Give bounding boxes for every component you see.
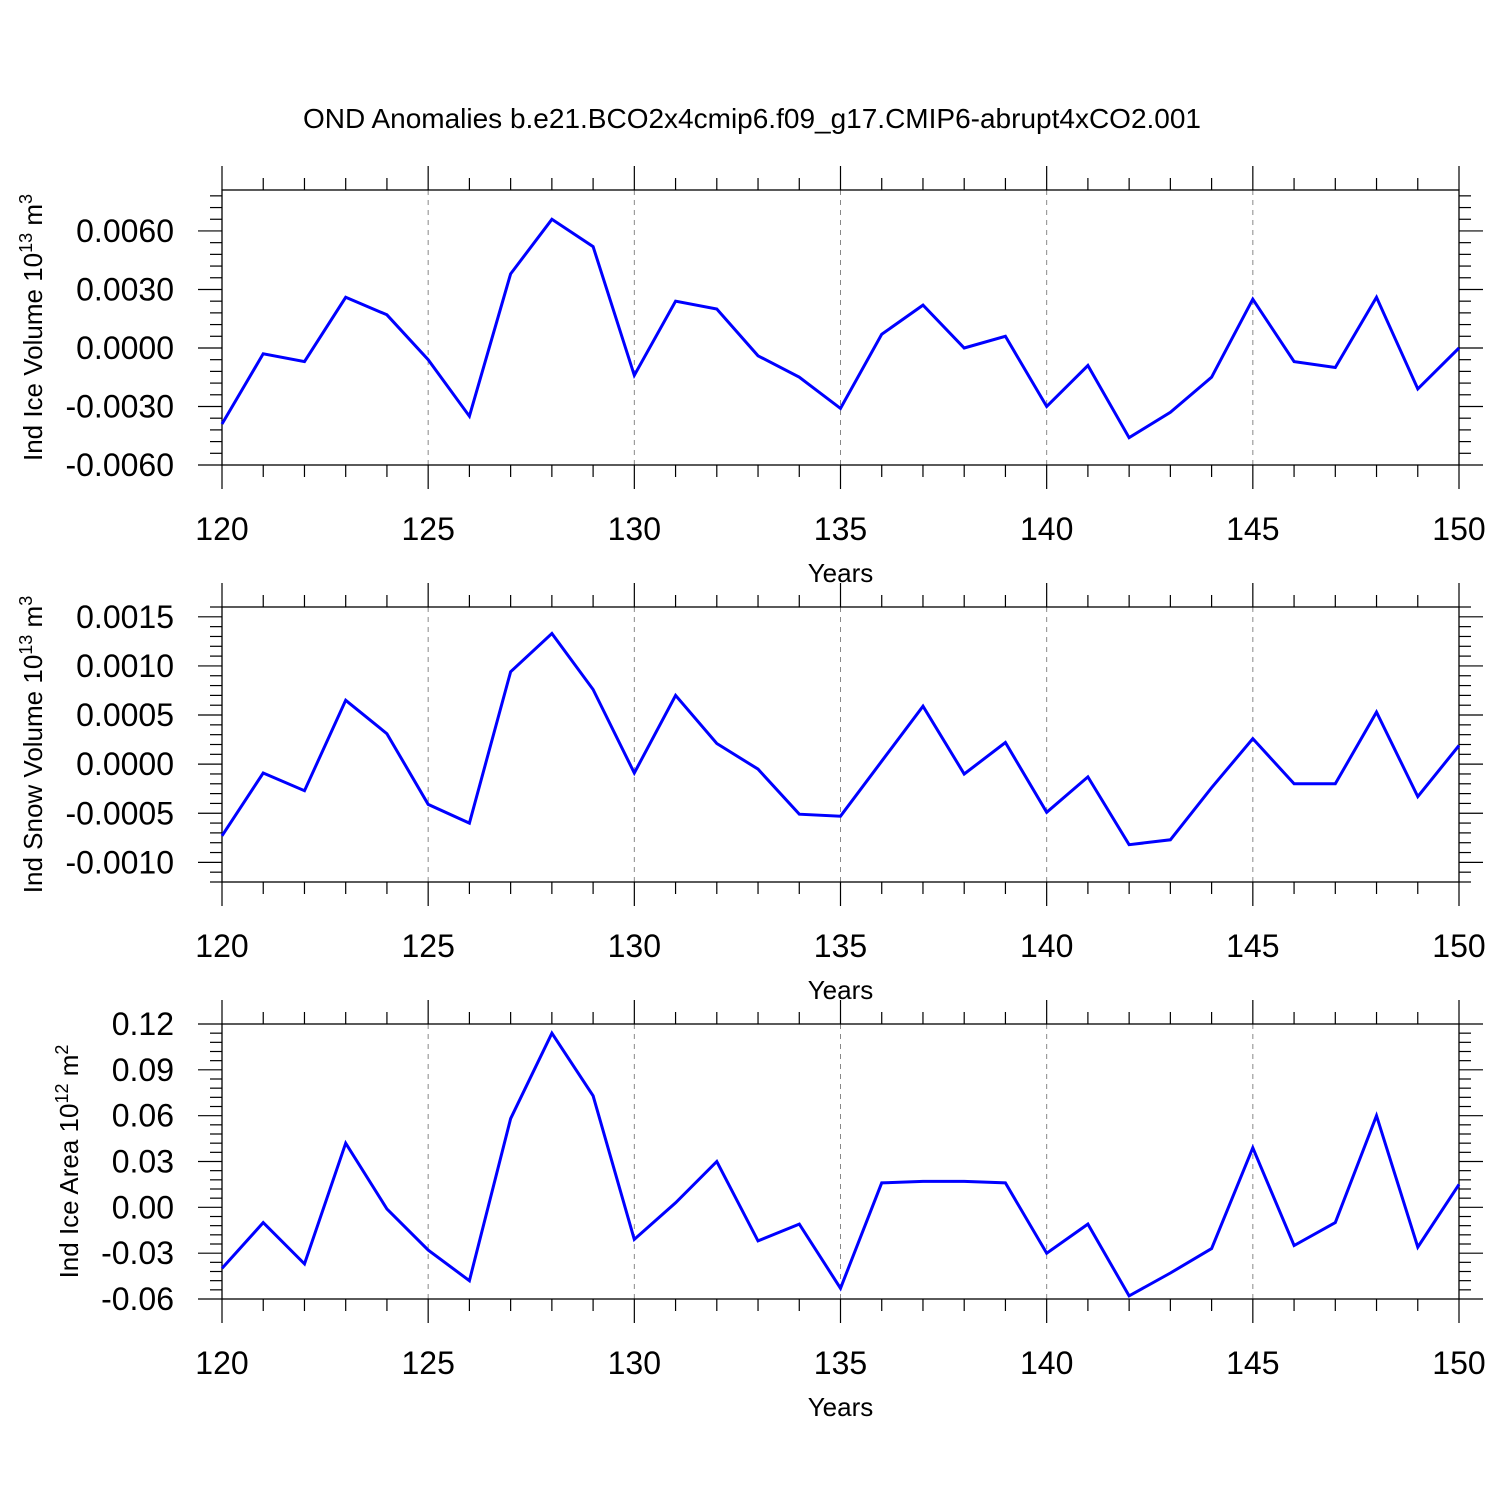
x-tick-label: 125: [401, 1345, 454, 1381]
x-tick-label: 150: [1432, 928, 1485, 964]
x-tick-label: 135: [814, 1345, 867, 1381]
x-tick-label: 125: [401, 928, 454, 964]
chart-panel-3: 120 125 130 135 140 145 150 0.12 0.09 0.06 0.03 0.0…: [52, 1000, 1486, 1422]
y-axis-label-unit-exp: 3: [16, 596, 36, 606]
y-axis-label: Ind Ice Area 1012 m2: [52, 1045, 84, 1279]
y-axis-label-unit: m: [18, 606, 48, 635]
x-tick-label: 140: [1020, 1345, 1073, 1381]
y-tick-label: -0.0005: [65, 795, 174, 831]
y-tick-label: 0.0005: [76, 697, 174, 733]
series-line: [220, 217, 1461, 440]
y-tick-label: 0.0015: [76, 599, 174, 635]
series-line: [220, 1030, 1461, 1298]
x-tick-label: 130: [608, 511, 661, 547]
x-tick-label: 125: [401, 511, 454, 547]
y-tick-label: 0.0030: [76, 271, 174, 307]
series-line: [220, 631, 1461, 847]
x-tick-label: 140: [1020, 511, 1073, 547]
y-tick-label: 0.12: [112, 1006, 174, 1042]
y-tick-label: 0.0000: [76, 330, 174, 366]
chart-panels: 120 125 130 135 140 145 150 0.0060 0.0030 0.0000 -…: [16, 166, 1486, 1422]
y-tick-label: 0.09: [112, 1052, 174, 1088]
y-axis-label-base: Ind Snow Volume 10: [18, 655, 48, 894]
y-tick-label: 0.0010: [76, 648, 174, 684]
y-axis-label-base: Ind Ice Area 10: [54, 1104, 84, 1279]
y-tick-label: 0.0000: [76, 746, 174, 782]
x-tick-label: 120: [195, 511, 248, 547]
y-tick-label: -0.06: [101, 1281, 174, 1317]
chart-panel-2: 120 125 130 135 140 145 150 0.0015 0.0010 0.0005 0…: [16, 583, 1486, 1005]
y-tick-label: -0.0010: [65, 844, 174, 880]
y-axis-label-unit-exp: 3: [16, 194, 36, 204]
x-tick-label: 145: [1226, 1345, 1279, 1381]
y-axis-label-exp: 13: [16, 635, 36, 655]
x-tick-label: 150: [1432, 511, 1485, 547]
x-tick-label: 145: [1226, 511, 1279, 547]
y-axis-label-unit: m: [18, 204, 48, 233]
y-tick-label: 0.0060: [76, 213, 174, 249]
y-axis-label-exp: 12: [52, 1083, 72, 1103]
y-tick-label: -0.03: [101, 1235, 174, 1271]
x-tick-label: 130: [608, 1345, 661, 1381]
y-tick-label: 0.03: [112, 1144, 174, 1180]
y-axis-label-unit: m: [54, 1055, 84, 1084]
x-tick-label: 120: [195, 928, 248, 964]
x-tick-label: 145: [1226, 928, 1279, 964]
y-axis-label-exp: 13: [16, 233, 36, 253]
y-tick-label: -0.0030: [65, 388, 174, 424]
y-tick-label: -0.0060: [65, 447, 174, 483]
x-tick-label: 130: [608, 928, 661, 964]
x-tick-label: 150: [1432, 1345, 1485, 1381]
x-tick-label: 135: [814, 928, 867, 964]
y-axis-label: Ind Ice Volume 1013 m3: [16, 194, 48, 461]
y-axis-label: Ind Snow Volume 1013 m3: [16, 596, 48, 893]
y-tick-label: 0.00: [112, 1189, 174, 1225]
y-axis-label-base: Ind Ice Volume 10: [18, 253, 48, 461]
x-tick-label: 120: [195, 1345, 248, 1381]
x-tick-label: 140: [1020, 928, 1073, 964]
chart-panel-1: 120 125 130 135 140 145 150 0.0060 0.0030 0.0000 -…: [16, 166, 1486, 588]
y-tick-label: 0.06: [112, 1098, 174, 1134]
x-tick-label: 135: [814, 511, 867, 547]
x-axis-label: Years: [808, 1392, 874, 1422]
y-axis-label-unit-exp: 2: [52, 1045, 72, 1055]
chart-title: OND Anomalies b.e21.BCO2x4cmip6.f09_g17.…: [303, 103, 1201, 134]
